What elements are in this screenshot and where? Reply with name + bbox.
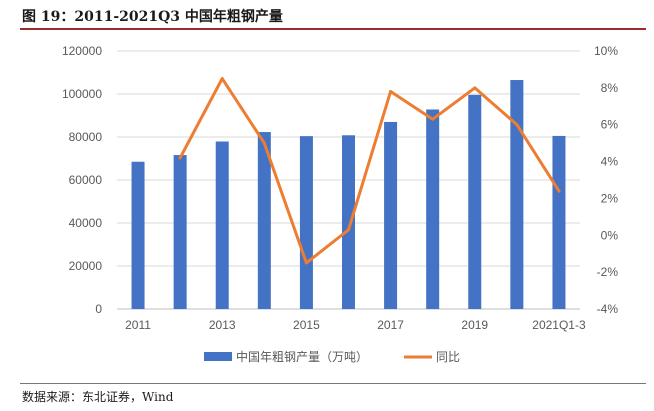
line-point xyxy=(220,77,224,81)
line-point xyxy=(389,90,393,94)
line-point xyxy=(473,86,477,90)
legend: 中国年粗钢产量（万吨） 同比 xyxy=(204,349,460,364)
left-axis-tick-label: 20000 xyxy=(69,259,103,273)
line-point xyxy=(304,261,308,265)
right-axis-tick-label: -2% xyxy=(597,265,619,279)
right-axis-tick-label: 6% xyxy=(601,118,619,132)
right-axis-tick-label: 8% xyxy=(601,81,619,95)
x-axis-tick-label: 2021Q1-3 xyxy=(532,318,586,332)
yoy-line xyxy=(178,77,561,265)
left-axis-tick-label: 40000 xyxy=(69,216,103,230)
left-axis-tick-label: 100000 xyxy=(62,87,102,101)
bar xyxy=(173,155,187,309)
line-point xyxy=(178,156,182,160)
figure-title: 图 19：2011-2021Q3 中国年粗钢产量 xyxy=(22,9,283,25)
x-axis-tick-label: 2019 xyxy=(461,318,488,332)
left-axis-tick-label: 120000 xyxy=(62,44,102,58)
bar xyxy=(215,141,229,309)
bar xyxy=(131,161,145,309)
line-point xyxy=(262,141,266,145)
line-series xyxy=(178,77,561,265)
bar xyxy=(342,135,355,309)
bar xyxy=(384,121,398,309)
bar xyxy=(299,136,313,309)
legend-bar-label: 中国年粗钢产量（万吨） xyxy=(236,349,368,364)
left-axis-tick-label: 0 xyxy=(95,302,102,316)
x-axis-tick-label: 2015 xyxy=(293,318,320,332)
x-axis-ticks: 2011 2013 2015 2017 2019 2021Q1-3 xyxy=(125,318,586,332)
right-axis-tick-label: 0% xyxy=(601,228,619,242)
bar xyxy=(468,94,482,309)
right-axis-tick-label: 2% xyxy=(601,191,619,205)
line-point xyxy=(515,123,519,127)
line-point xyxy=(347,228,350,232)
source-note: 数据来源：东北证券，Wind xyxy=(22,390,174,404)
legend-line-label: 同比 xyxy=(436,350,460,364)
right-axis-tick-label: 10% xyxy=(594,44,618,58)
left-axis-tick-label: 60000 xyxy=(69,173,103,187)
title-divider xyxy=(20,28,646,30)
bar xyxy=(426,109,440,309)
legend-bar-swatch xyxy=(204,352,232,361)
left-axis-tick-label: 80000 xyxy=(69,130,103,144)
bar xyxy=(257,132,271,309)
x-axis-tick-label: 2011 xyxy=(125,318,151,332)
x-axis-tick-label: 2013 xyxy=(209,318,236,332)
line-point xyxy=(431,117,435,121)
bar xyxy=(510,80,524,310)
bar-series xyxy=(131,80,566,310)
right-axis-tick-label: -4% xyxy=(597,302,619,316)
right-axis-ticks: -4% -2% 0% 2% 4% 6% 8% 10% xyxy=(594,44,618,316)
x-axis-tick-label: 2017 xyxy=(377,318,404,332)
source-divider xyxy=(20,383,646,384)
left-axis-ticks: 0 20000 40000 60000 80000 100000 120000 xyxy=(62,44,102,316)
bar xyxy=(552,135,566,309)
right-axis-tick-label: 4% xyxy=(601,155,619,169)
line-point xyxy=(557,189,561,193)
